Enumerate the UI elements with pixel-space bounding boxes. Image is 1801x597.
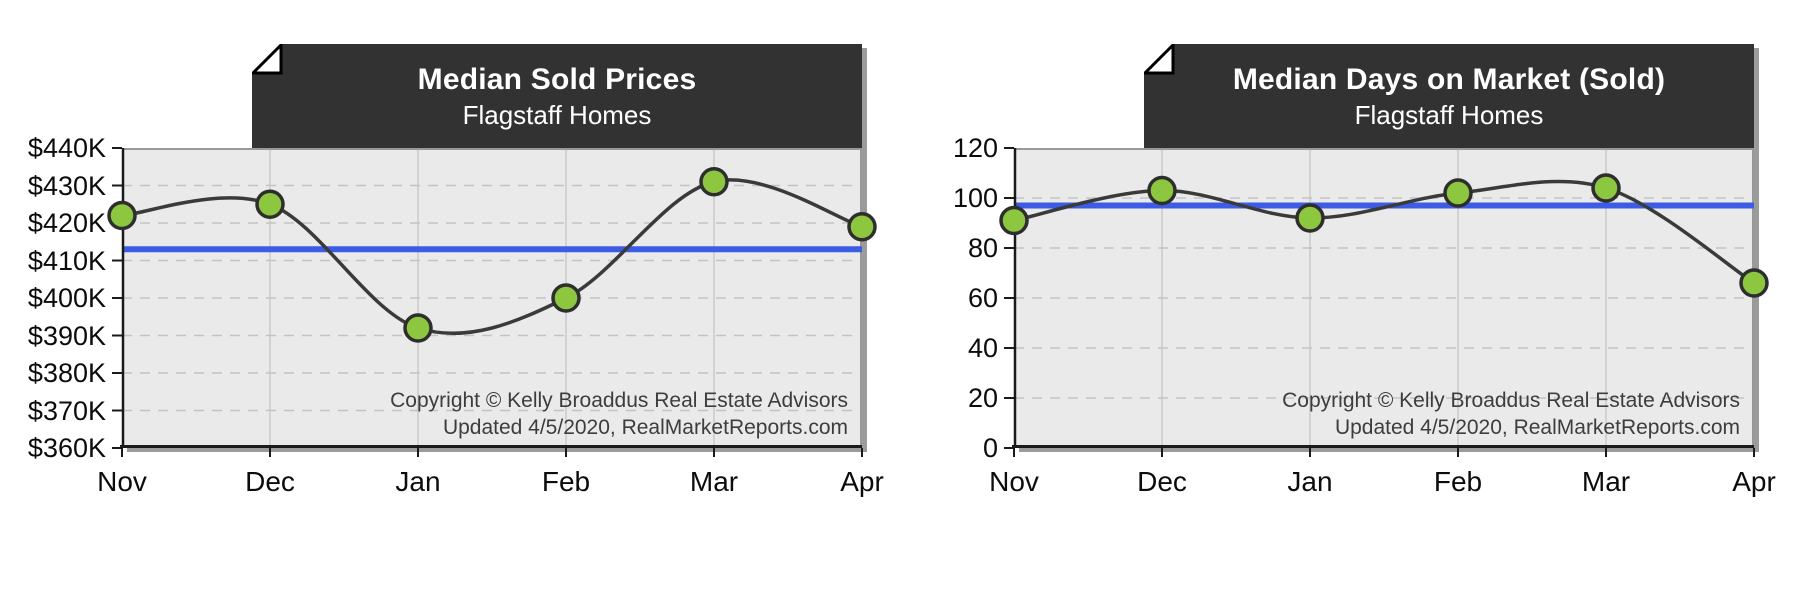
y-axis-tick-label: $390K bbox=[27, 320, 106, 351]
x-axis-tick-label: Apr bbox=[1732, 466, 1776, 497]
x-axis-tick-label: Mar bbox=[1581, 466, 1631, 497]
data-point-marker bbox=[699, 167, 729, 197]
x-axis-tick-label: Nov bbox=[97, 466, 147, 497]
y-axis-tick-label: $430K bbox=[27, 170, 106, 201]
copyright-annotation: Copyright © Kelly Broaddus Real Estate A… bbox=[390, 387, 848, 442]
data-point-marker bbox=[1443, 178, 1473, 208]
data-point-marker bbox=[107, 200, 137, 231]
y-axis-tick-label: 80 bbox=[967, 233, 998, 263]
x-axis-tick-label: Jan bbox=[1287, 466, 1333, 497]
y-axis-tick-label: 120 bbox=[952, 133, 998, 163]
updated-line: Updated 4/5/2020, RealMarketReports.com bbox=[442, 416, 848, 440]
line-chart-plot bbox=[107, 147, 877, 457]
series-line bbox=[1013, 179, 1755, 285]
plot-area: Copyright © Kelly Broaddus Real Estate A… bbox=[107, 147, 877, 457]
updated-line: Updated 4/5/2020, RealMarketReports.com bbox=[1334, 416, 1740, 440]
copyright-annotation: Copyright © Kelly Broaddus Real Estate A… bbox=[1282, 387, 1740, 442]
data-point-marker bbox=[255, 189, 285, 219]
data-point-marker bbox=[847, 212, 877, 242]
y-axis-tick-label: $410K bbox=[27, 245, 106, 276]
data-point-marker bbox=[999, 205, 1029, 236]
x-axis-tick-label: Jan bbox=[395, 466, 441, 497]
chart-subtitle: Flagstaff Homes bbox=[462, 99, 652, 130]
chart-title: Median Sold Prices bbox=[417, 62, 697, 96]
folded-corner-icon bbox=[1144, 44, 1175, 75]
y-axis-tick-label: $380K bbox=[27, 358, 106, 388]
x-axis-tick-label: Apr bbox=[840, 466, 884, 497]
y-axis-tick-label: 60 bbox=[967, 283, 998, 313]
y-axis-tick-label: 100 bbox=[952, 183, 998, 213]
data-point-marker bbox=[1591, 173, 1621, 203]
data-point-marker bbox=[1739, 268, 1769, 298]
y-axis-tick-label: $440K bbox=[27, 133, 106, 163]
y-axis-tick-label: 0 bbox=[982, 433, 998, 463]
x-axis-tick-label: Nov bbox=[989, 466, 1039, 497]
x-axis-tick-label: Dec bbox=[245, 466, 295, 497]
copyright-line: Copyright © Kelly Broaddus Real Estate A… bbox=[1282, 388, 1740, 412]
x-axis-tick-label: Mar bbox=[689, 466, 739, 497]
y-axis-tick-label: $370K bbox=[27, 395, 106, 426]
x-axis-tick-label: Feb bbox=[1433, 466, 1483, 497]
data-point-marker bbox=[1295, 203, 1325, 233]
copyright-line: Copyright © Kelly Broaddus Real Estate A… bbox=[390, 388, 848, 412]
chart-title-background: Median Sold Prices Flagstaff Homes bbox=[252, 44, 862, 148]
plot-area: Copyright © Kelly Broaddus Real Estate A… bbox=[999, 147, 1769, 457]
y-axis-tick-label: 20 bbox=[967, 383, 998, 413]
y-axis-tick-label: $420K bbox=[27, 208, 106, 238]
x-axis-tick-label: Feb bbox=[541, 466, 591, 497]
chart-title-background: Median Days on Market (Sold) Flagstaff H… bbox=[1144, 44, 1754, 148]
y-axis-tick-label: 40 bbox=[967, 333, 998, 363]
y-axis-tick-label: $400K bbox=[27, 283, 106, 313]
data-point-marker bbox=[1147, 175, 1177, 206]
chart-title: Median Days on Market (Sold) bbox=[1232, 62, 1666, 96]
y-axis-tick-label: $360K bbox=[27, 433, 106, 463]
median-days-on-market-chart: Median Days on Market (Sold) Flagstaff H… bbox=[892, 0, 1801, 597]
chart-subtitle: Flagstaff Homes bbox=[1354, 99, 1544, 130]
chart-title-box: Median Sold Prices Flagstaff Homes bbox=[252, 44, 862, 148]
data-point-marker bbox=[403, 313, 433, 343]
median-sold-prices-chart: Median Sold Prices Flagstaff Homes Copyr… bbox=[27, 44, 884, 497]
x-axis-tick-label: Dec bbox=[1137, 466, 1187, 497]
line-chart-plot bbox=[999, 147, 1769, 457]
folded-corner-icon bbox=[252, 44, 283, 75]
chart-title-box: Median Days on Market (Sold) Flagstaff H… bbox=[1144, 44, 1754, 148]
data-point-marker bbox=[551, 283, 581, 313]
